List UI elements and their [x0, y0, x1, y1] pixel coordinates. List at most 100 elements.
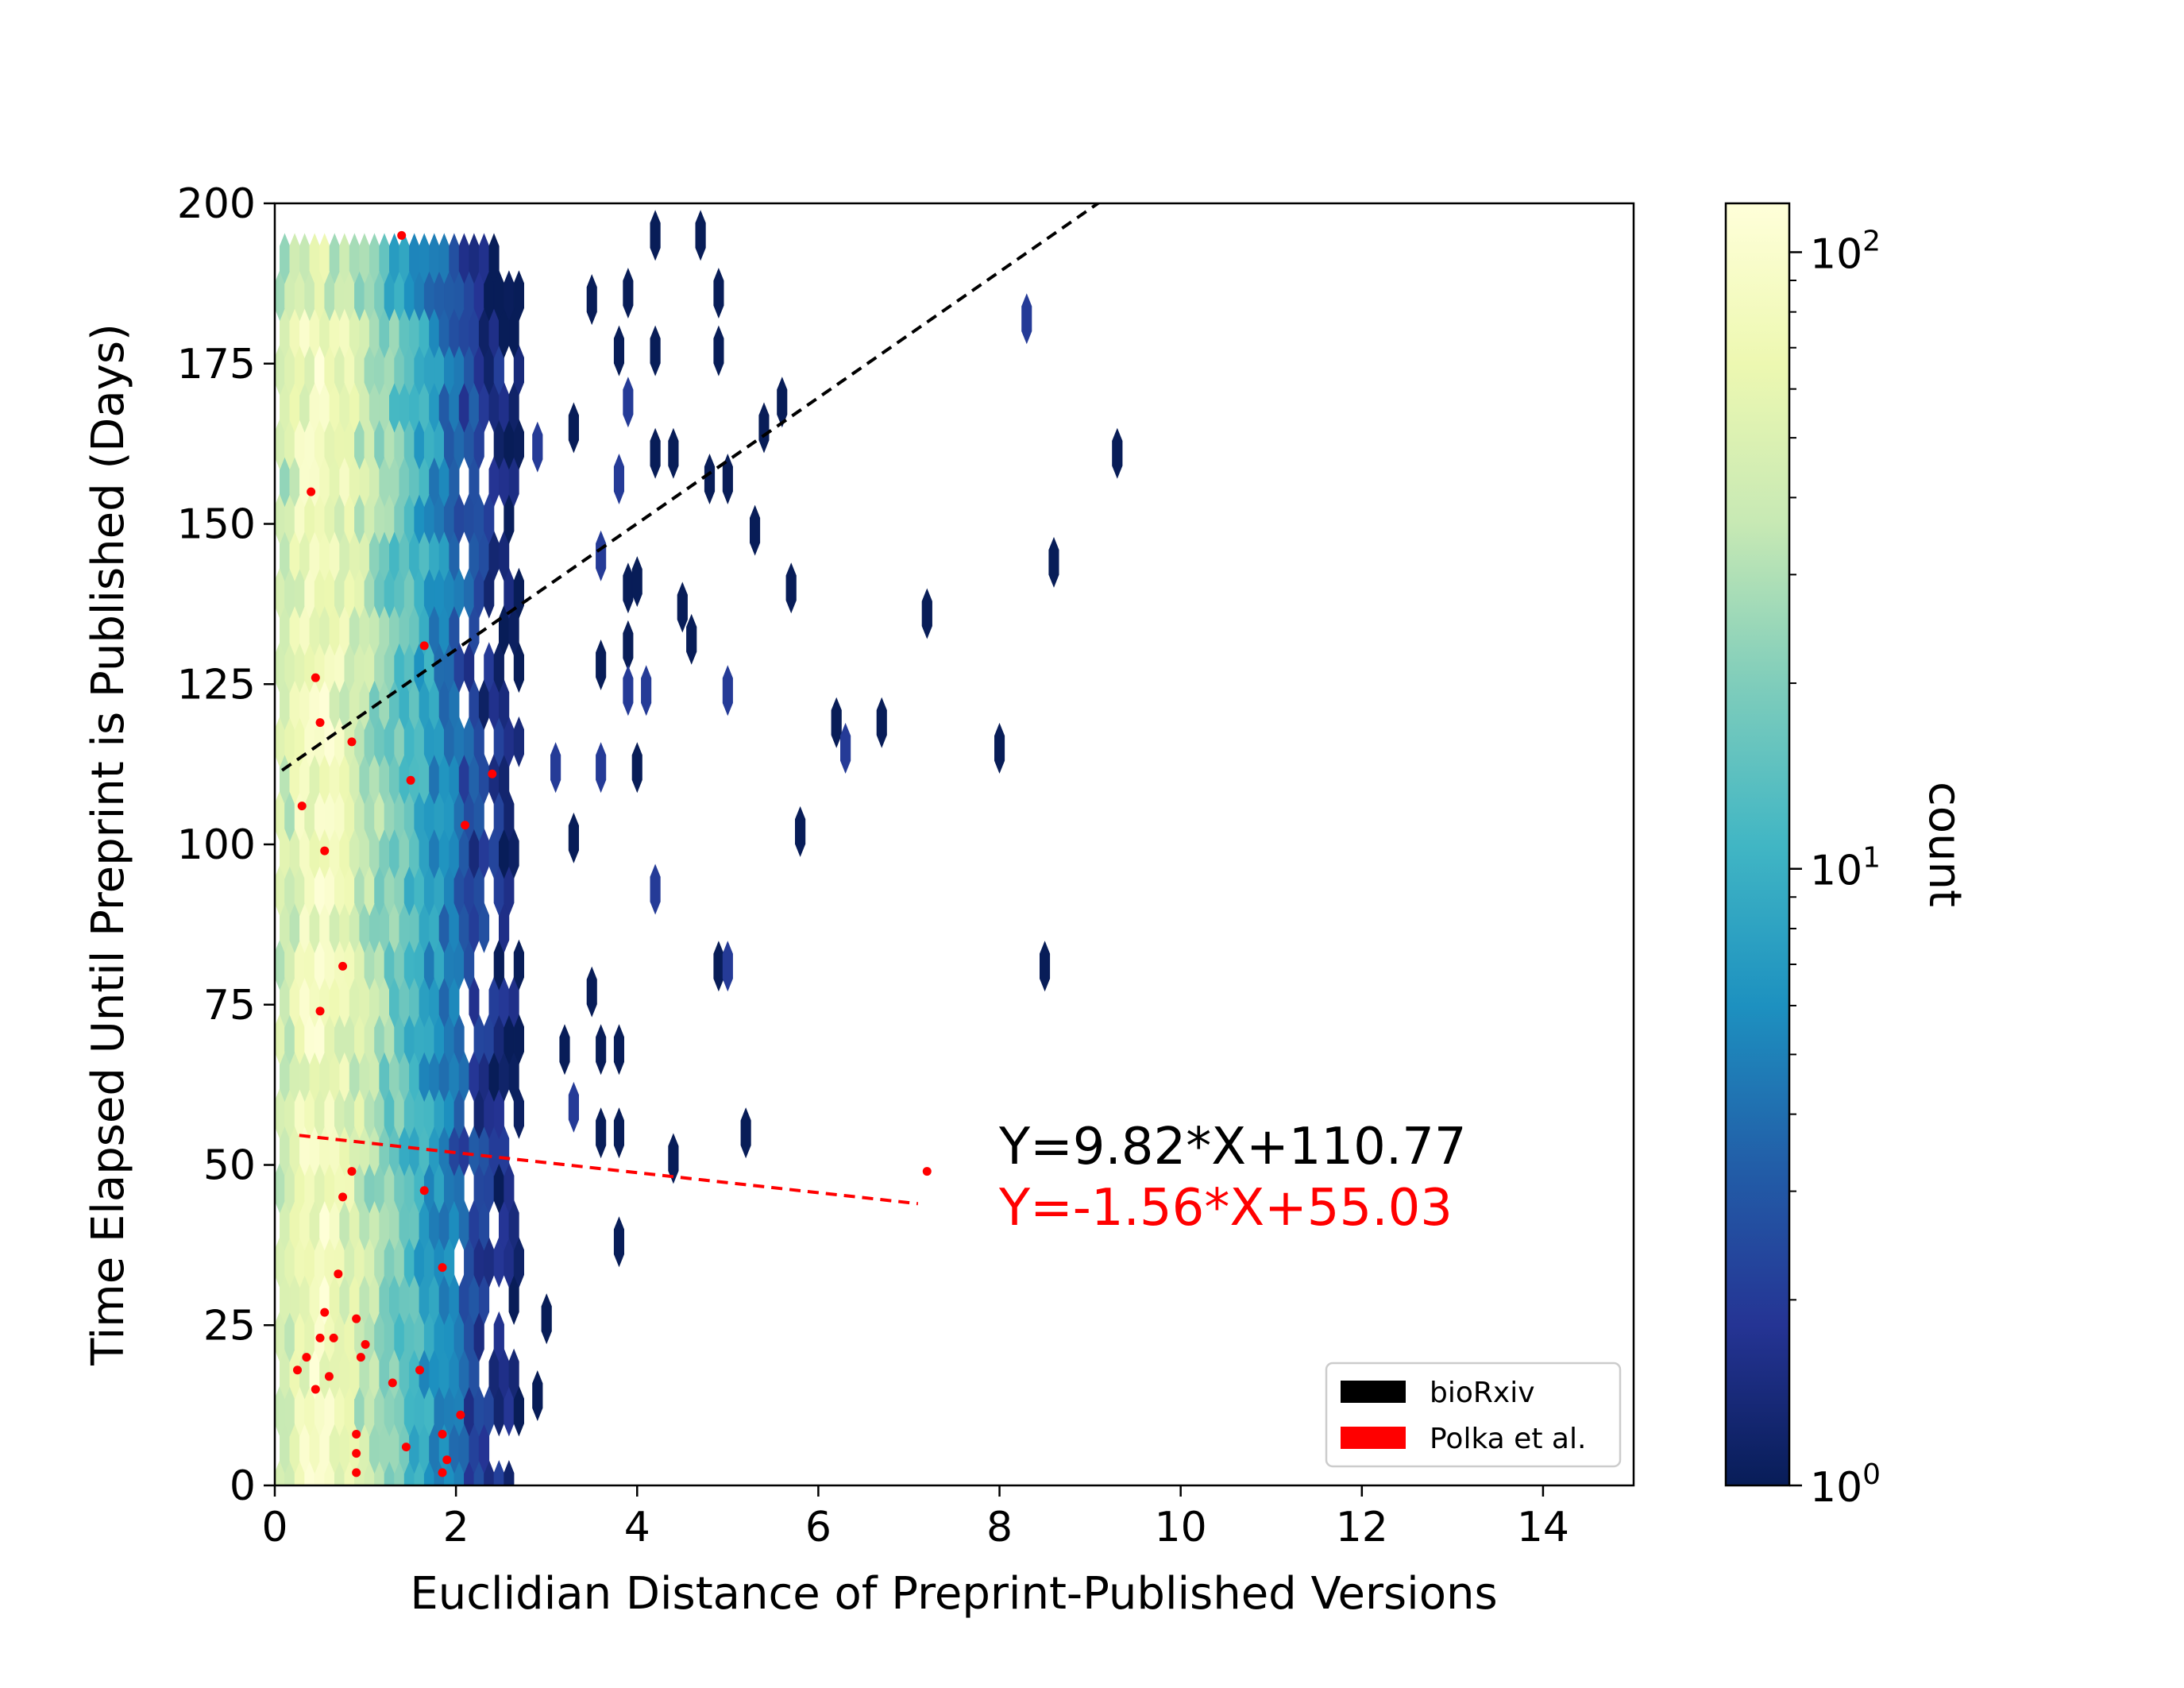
legend: bioRxiv Polka et al. [1325, 1362, 1622, 1468]
polka-point [461, 821, 470, 830]
hex-bin [650, 427, 661, 479]
polka-point [302, 1353, 311, 1362]
colorbar-label: count [1919, 782, 1970, 907]
hex-bin [586, 273, 597, 326]
y-tick-label: 100 [177, 821, 256, 869]
legend-swatch-polka [1341, 1427, 1406, 1449]
hex-bin [532, 1369, 543, 1422]
hex-bin [668, 427, 679, 479]
hex-bin [568, 402, 580, 454]
hex-bin [623, 267, 634, 319]
polka-point [356, 1353, 365, 1362]
hexbin-cells [275, 210, 1123, 1485]
hex-bin [488, 233, 500, 284]
hex-bin [794, 805, 806, 857]
hex-bin [1021, 293, 1032, 345]
polka-point [320, 1308, 330, 1317]
hex-bin [541, 1293, 552, 1345]
hex-bin [876, 697, 887, 748]
y-tick-label: 50 [203, 1142, 256, 1190]
hex-bin [713, 267, 724, 319]
hex-bin [513, 567, 525, 619]
polka-point [438, 1468, 447, 1477]
hex-bin [668, 1133, 679, 1184]
legend-label-polka: Polka et al. [1430, 1423, 1586, 1455]
y-tick-label: 200 [177, 180, 256, 228]
polka-point [922, 1167, 932, 1176]
y-tick-label: 125 [177, 661, 256, 709]
legend-swatch-biorxiv [1341, 1381, 1406, 1403]
x-tick-label: 10 [1155, 1504, 1207, 1551]
hex-bin [532, 421, 543, 473]
y-axis-title: Time Elapsed Until Preprint is Published… [83, 323, 134, 1366]
hex-bin [504, 1459, 515, 1485]
polka-point [347, 737, 357, 747]
hex-bin [513, 270, 525, 322]
polka-point [315, 718, 325, 728]
hex-bin [623, 562, 634, 614]
polka-point [406, 775, 415, 785]
polka-point [419, 1186, 429, 1196]
hex-bin [840, 722, 851, 774]
polka-equation: Y=-1.56*X+55.03 [998, 1179, 1453, 1238]
hex-bin [508, 1348, 519, 1400]
hex-bin [777, 377, 788, 428]
hex-bin [785, 562, 797, 614]
hex-bin [613, 1024, 625, 1076]
polka-point [397, 230, 407, 240]
hex-bin [596, 1024, 607, 1076]
hex-bin [623, 620, 634, 671]
y-tick-label: 175 [177, 341, 256, 388]
hex-bin [722, 665, 733, 717]
polka-point [388, 1378, 397, 1388]
hex-bin [650, 210, 661, 261]
hex-bin [921, 588, 932, 639]
polka-point [438, 1263, 447, 1273]
polka-point [338, 961, 348, 971]
hex-bin [1048, 536, 1059, 588]
y-tick-label: 25 [203, 1302, 256, 1350]
hex-bin [613, 1216, 625, 1268]
hex-bin [641, 665, 652, 717]
polka-point [329, 1333, 338, 1342]
hex-bin [623, 377, 634, 428]
hex-bin [722, 941, 733, 992]
polka-point [438, 1429, 447, 1439]
hex-bin [1040, 941, 1051, 992]
hex-bin [613, 1107, 625, 1159]
polka-points [293, 230, 932, 1477]
polka-point [442, 1455, 452, 1465]
hex-bin [596, 742, 607, 794]
x-tick-label: 14 [1517, 1504, 1569, 1551]
hex-bin [559, 1024, 570, 1076]
hex-bin [740, 1107, 751, 1159]
hex-bin [758, 402, 770, 454]
colorbar-ticks: 100 101 102 [1789, 225, 1881, 1512]
hex-bin [713, 941, 724, 992]
polka-point [315, 1006, 325, 1016]
hex-bin [513, 939, 525, 991]
hex-bin [513, 716, 525, 767]
fit-line-biorxiv [280, 203, 1101, 772]
polka-point [338, 1192, 348, 1202]
x-tick-label: 0 [261, 1504, 287, 1551]
fit-lines [280, 203, 1101, 1206]
polka-point [488, 769, 497, 778]
hex-bin [650, 863, 661, 915]
x-tick-label: 4 [624, 1504, 650, 1551]
y-tick-label: 0 [230, 1462, 256, 1510]
polka-point [311, 1385, 320, 1394]
hex-bin [650, 325, 661, 377]
polka-point [352, 1449, 361, 1458]
fit-line-polka [299, 1134, 919, 1206]
y-tick-label: 150 [177, 501, 256, 549]
x-tick-label: 12 [1336, 1504, 1388, 1551]
polka-point [352, 1468, 361, 1477]
hex-bin [631, 556, 642, 608]
x-axis-title: Euclidian Distance of Preprint-Published… [410, 1568, 1497, 1620]
hex-bin [686, 613, 697, 665]
x-tick-label: 2 [443, 1504, 469, 1551]
polka-point [297, 802, 307, 811]
x-tick-label: 8 [986, 1504, 1013, 1551]
